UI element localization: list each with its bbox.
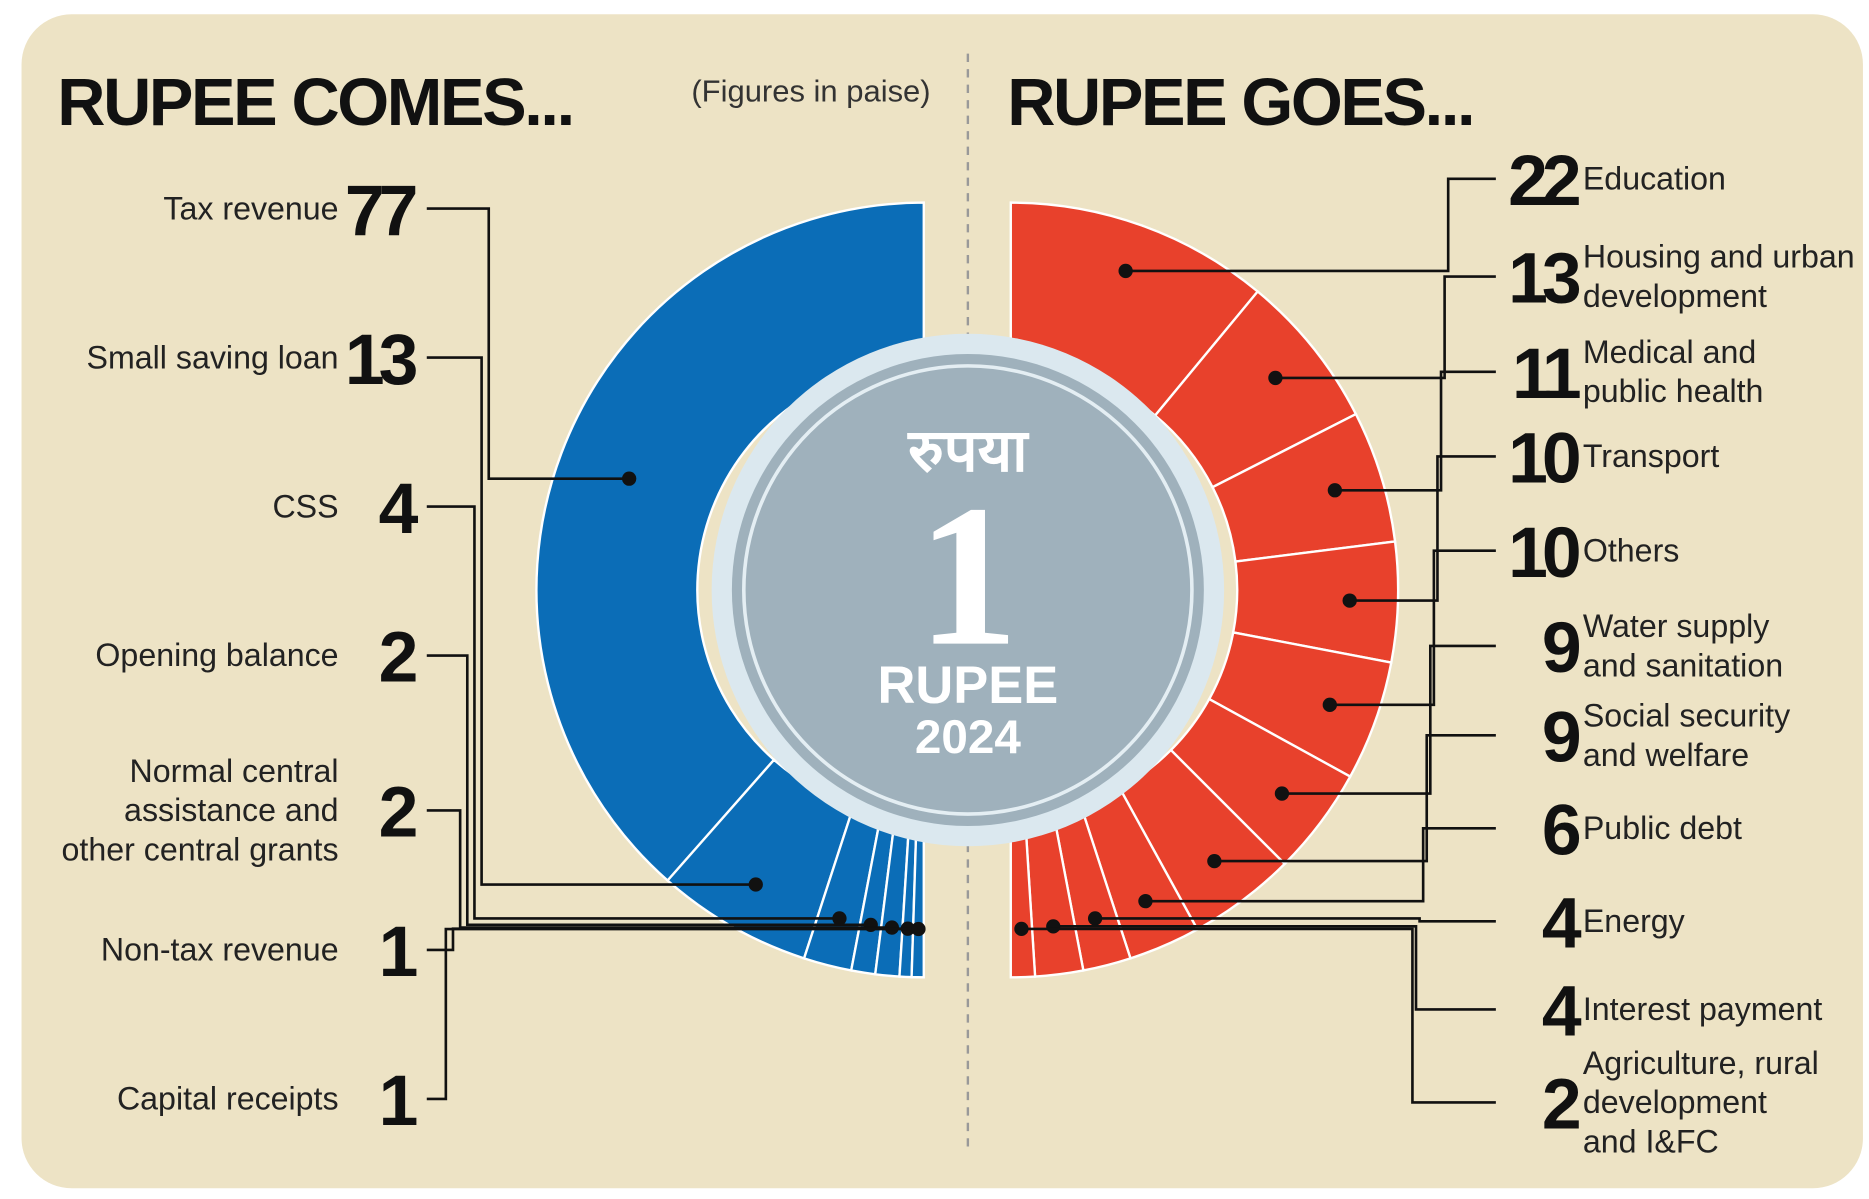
value-label: 11	[1512, 334, 1580, 414]
value-label: 10	[1508, 513, 1579, 593]
leader-line	[426, 505, 840, 920]
leader-dot	[1046, 919, 1061, 934]
leader-line	[1021, 927, 1496, 1104]
left-title: RUPEE COMES...	[57, 66, 572, 140]
value-label: 9	[1542, 608, 1580, 688]
value-label: 6	[1542, 791, 1580, 871]
value-label: 1	[379, 1061, 417, 1141]
coin-label: RUPEE	[878, 657, 1059, 715]
coin-ring	[742, 364, 1194, 816]
leader-dot	[1342, 593, 1357, 608]
value-label: 13	[1508, 239, 1580, 319]
leader-dot	[1268, 370, 1283, 386]
leader-line	[426, 207, 630, 480]
value-label: 22	[1508, 141, 1579, 221]
category-label: Interest payment	[1583, 991, 1823, 1027]
leader-line	[426, 356, 756, 886]
value-label: 10	[1508, 419, 1579, 499]
coin-denomination: 1	[917, 463, 1018, 688]
category-label: Social security and welfare	[1583, 697, 1791, 772]
leader-dot	[1327, 483, 1343, 498]
category-label: Others	[1583, 532, 1680, 568]
leader-line	[426, 927, 919, 1101]
category-label: Education	[1583, 161, 1726, 197]
value-label: 9	[1542, 698, 1580, 778]
category-label: Small saving loan	[87, 339, 339, 375]
coin-year: 2024	[915, 711, 1022, 764]
category-label: Energy	[1583, 903, 1686, 939]
leader-dot	[748, 877, 763, 892]
category-label: Water supply and sanitation	[1583, 608, 1783, 683]
value-label: 13	[345, 320, 417, 400]
leader-line	[1334, 370, 1496, 492]
leader-line	[1145, 827, 1496, 903]
leader-dot	[1322, 697, 1337, 712]
leader-dot	[911, 921, 926, 937]
coin-script: रुपया	[907, 417, 1030, 484]
category-label: Transport	[1583, 438, 1719, 474]
leader-line	[1281, 644, 1496, 795]
leader-line	[1125, 177, 1496, 273]
category-label: Medical and public health	[1583, 334, 1764, 409]
value-label: 1	[379, 912, 417, 992]
leader-line	[1053, 925, 1496, 1011]
category-label: Public debt	[1583, 810, 1742, 846]
leader-line	[1095, 917, 1496, 923]
coin-face	[731, 353, 1204, 826]
category-label: Agriculture, rural development and I&FC	[1583, 1045, 1819, 1160]
leader-dot	[1118, 263, 1133, 279]
leader-dot	[1207, 853, 1222, 869]
leader-dot	[1014, 921, 1029, 937]
category-label: Opening balance	[95, 637, 338, 673]
leader-dot	[1138, 894, 1153, 909]
value-label: 2	[1542, 1065, 1579, 1145]
category-label: Non-tax revenue	[101, 932, 339, 968]
value-label: 77	[345, 171, 416, 251]
leader-dot	[1087, 911, 1103, 926]
leader-dot	[832, 911, 847, 926]
leader-line	[1214, 734, 1496, 863]
leader-line	[1275, 275, 1496, 380]
charts	[535, 201, 1400, 979]
value-label: 2	[379, 773, 416, 853]
coin: रुपया 1 RUPEE 2024	[711, 333, 1225, 847]
leader-dot	[622, 471, 637, 486]
note: (Figures in paise)	[691, 73, 930, 108]
wedge	[535, 201, 925, 883]
leader-line	[1349, 455, 1496, 602]
category-label: CSS	[272, 488, 338, 524]
leader-line	[1329, 549, 1496, 707]
leader-line	[426, 654, 871, 927]
category-label: Housing and urban development	[1583, 239, 1855, 314]
category-label: Normal central assistance and other centra…	[62, 753, 339, 868]
right-title: RUPEE GOES...	[1007, 66, 1473, 140]
category-label: Capital receipts	[117, 1081, 339, 1117]
category-label: Tax revenue	[163, 190, 338, 226]
value-label: 2	[379, 618, 416, 698]
leader-dot	[1274, 786, 1290, 801]
